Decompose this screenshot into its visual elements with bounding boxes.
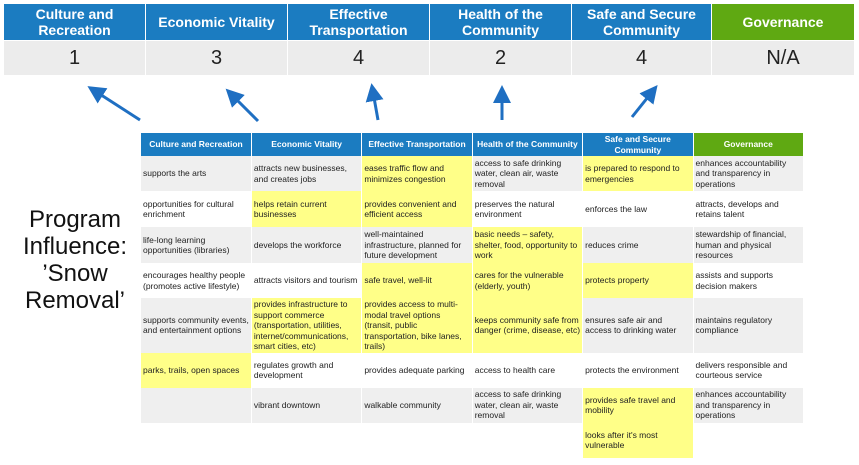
table-cell: delivers responsible and courteous servi…: [693, 352, 805, 388]
table-cell: maintains regulatory compliance: [693, 298, 805, 353]
score-header: Safe and Secure Community: [572, 4, 712, 40]
table-cell: provides access to multi-modal travel op…: [361, 298, 473, 353]
table-cell: vibrant downtown: [251, 387, 363, 423]
score-header: Economic Vitality: [146, 4, 288, 40]
table-row: supports the arts attracts new businesses…: [141, 156, 805, 191]
table-cell: supports community events, and entertain…: [141, 298, 252, 353]
table-cell: eases traffic flow and minimizes congest…: [361, 156, 473, 191]
table-cell: walkable community: [361, 387, 473, 423]
table-header: Economic Vitality: [251, 133, 363, 156]
table-row: opportunities for cultural enrichment hel…: [141, 191, 805, 227]
score-header: Culture and Recreation: [4, 4, 146, 40]
table-header: Safe and Secure Community: [582, 133, 694, 156]
score-summary: Culture and Recreation 1 Economic Vitality…: [4, 4, 855, 75]
table-header: Culture and Recreation: [141, 133, 252, 156]
table-cell: stewardship of financial, human and phys…: [693, 227, 805, 263]
table-cell: [472, 422, 584, 458]
score-value: 4: [288, 40, 430, 75]
table-cell: access to safe drinking water, clean air…: [472, 387, 584, 423]
table-cell: cares for the vulnerable (elderly, youth…: [472, 263, 584, 298]
score-header: Governance: [712, 4, 855, 40]
strategic-goals-table: Culture and Recreation Economic Vitality E…: [141, 133, 805, 458]
table-cell: assists and supports decision makers: [693, 263, 805, 298]
table-cell: ensures safe air and access to drinking …: [582, 298, 694, 353]
table-cell: well-maintained infrastructure, planned …: [361, 227, 473, 263]
arrow-icon: [630, 84, 658, 118]
arrow-icon: [225, 88, 260, 123]
table-cell: attracts new businesses, and creates job…: [251, 156, 363, 191]
table-row: looks after it's most vulnerable: [141, 422, 805, 458]
table-row: encourages healthy people (promotes acti…: [141, 263, 805, 298]
table-cell: protects property: [582, 263, 694, 298]
program-influence-label: Program Influence: ’Snow Removal’: [22, 206, 128, 314]
table-cell: parks, trails, open spaces: [141, 352, 252, 388]
arrow-icon: [365, 83, 384, 121]
table-cell: encourages healthy people (promotes acti…: [141, 263, 252, 298]
table-header: Health of the Community: [472, 133, 584, 156]
table-cell: provides adequate parking: [361, 352, 473, 388]
table-cell: [693, 422, 805, 458]
score-value: N/A: [712, 40, 855, 75]
score-header: Effective Transportation: [288, 4, 430, 40]
table-cell: provides safe travel and mobility: [582, 387, 694, 423]
table-cell: enhances accountability and transparency…: [693, 387, 805, 423]
table-cell: looks after it's most vulnerable: [582, 422, 694, 458]
table-cell: enhances accountability and transparency…: [693, 156, 805, 191]
score-value: 2: [430, 40, 572, 75]
table-row: life-long learning opportunities (librar…: [141, 227, 805, 263]
table-cell: access to health care: [472, 352, 584, 388]
table-cell: provides convenient and efficient access: [361, 191, 473, 227]
table-cell: is prepared to respond to emergencies: [582, 156, 694, 191]
table-cell: provides infrastructure to support comme…: [251, 298, 363, 353]
table-cell: regulates growth and development: [251, 352, 363, 388]
table-row: supports community events, and entertain…: [141, 298, 805, 353]
table-cell: preserves the natural environment: [472, 191, 584, 227]
table-cell: access to safe drinking water, clean air…: [472, 156, 584, 191]
table-cell: opportunities for cultural enrichment: [141, 191, 252, 227]
table-cell: keeps community safe from danger (crime,…: [472, 298, 584, 353]
table-cell: attracts visitors and tourism: [251, 263, 363, 298]
table-header: Governance: [693, 133, 805, 156]
table-cell: life-long learning opportunities (librar…: [141, 227, 252, 263]
score-header: Health of the Community: [430, 4, 572, 40]
table-cell: [361, 422, 473, 458]
table-cell: reduces crime: [582, 227, 694, 263]
table-cell: develops the workforce: [251, 227, 363, 263]
score-value: 4: [572, 40, 712, 75]
table-cell: attracts, develops and retains talent: [693, 191, 805, 227]
table-cell: safe travel, well-lit: [361, 263, 473, 298]
table-cell: [141, 422, 252, 458]
table-cell: [251, 422, 363, 458]
table-cell: protects the environment: [582, 352, 694, 388]
table-row: parks, trails, open spaces regulates grow…: [141, 352, 805, 388]
score-value: 1: [4, 40, 146, 75]
table-row: vibrant downtown walkable community access…: [141, 387, 805, 423]
table-cell: [141, 387, 252, 423]
arrow-icon: [87, 86, 141, 122]
table-cell: enforces the law: [582, 191, 694, 227]
table-cell: helps retain current businesses: [251, 191, 363, 227]
table-cell: supports the arts: [141, 156, 252, 191]
table-cell: basic needs – safety, shelter, food, opp…: [472, 227, 584, 263]
table-header: Effective Transportation: [361, 133, 473, 156]
score-value: 3: [146, 40, 288, 75]
